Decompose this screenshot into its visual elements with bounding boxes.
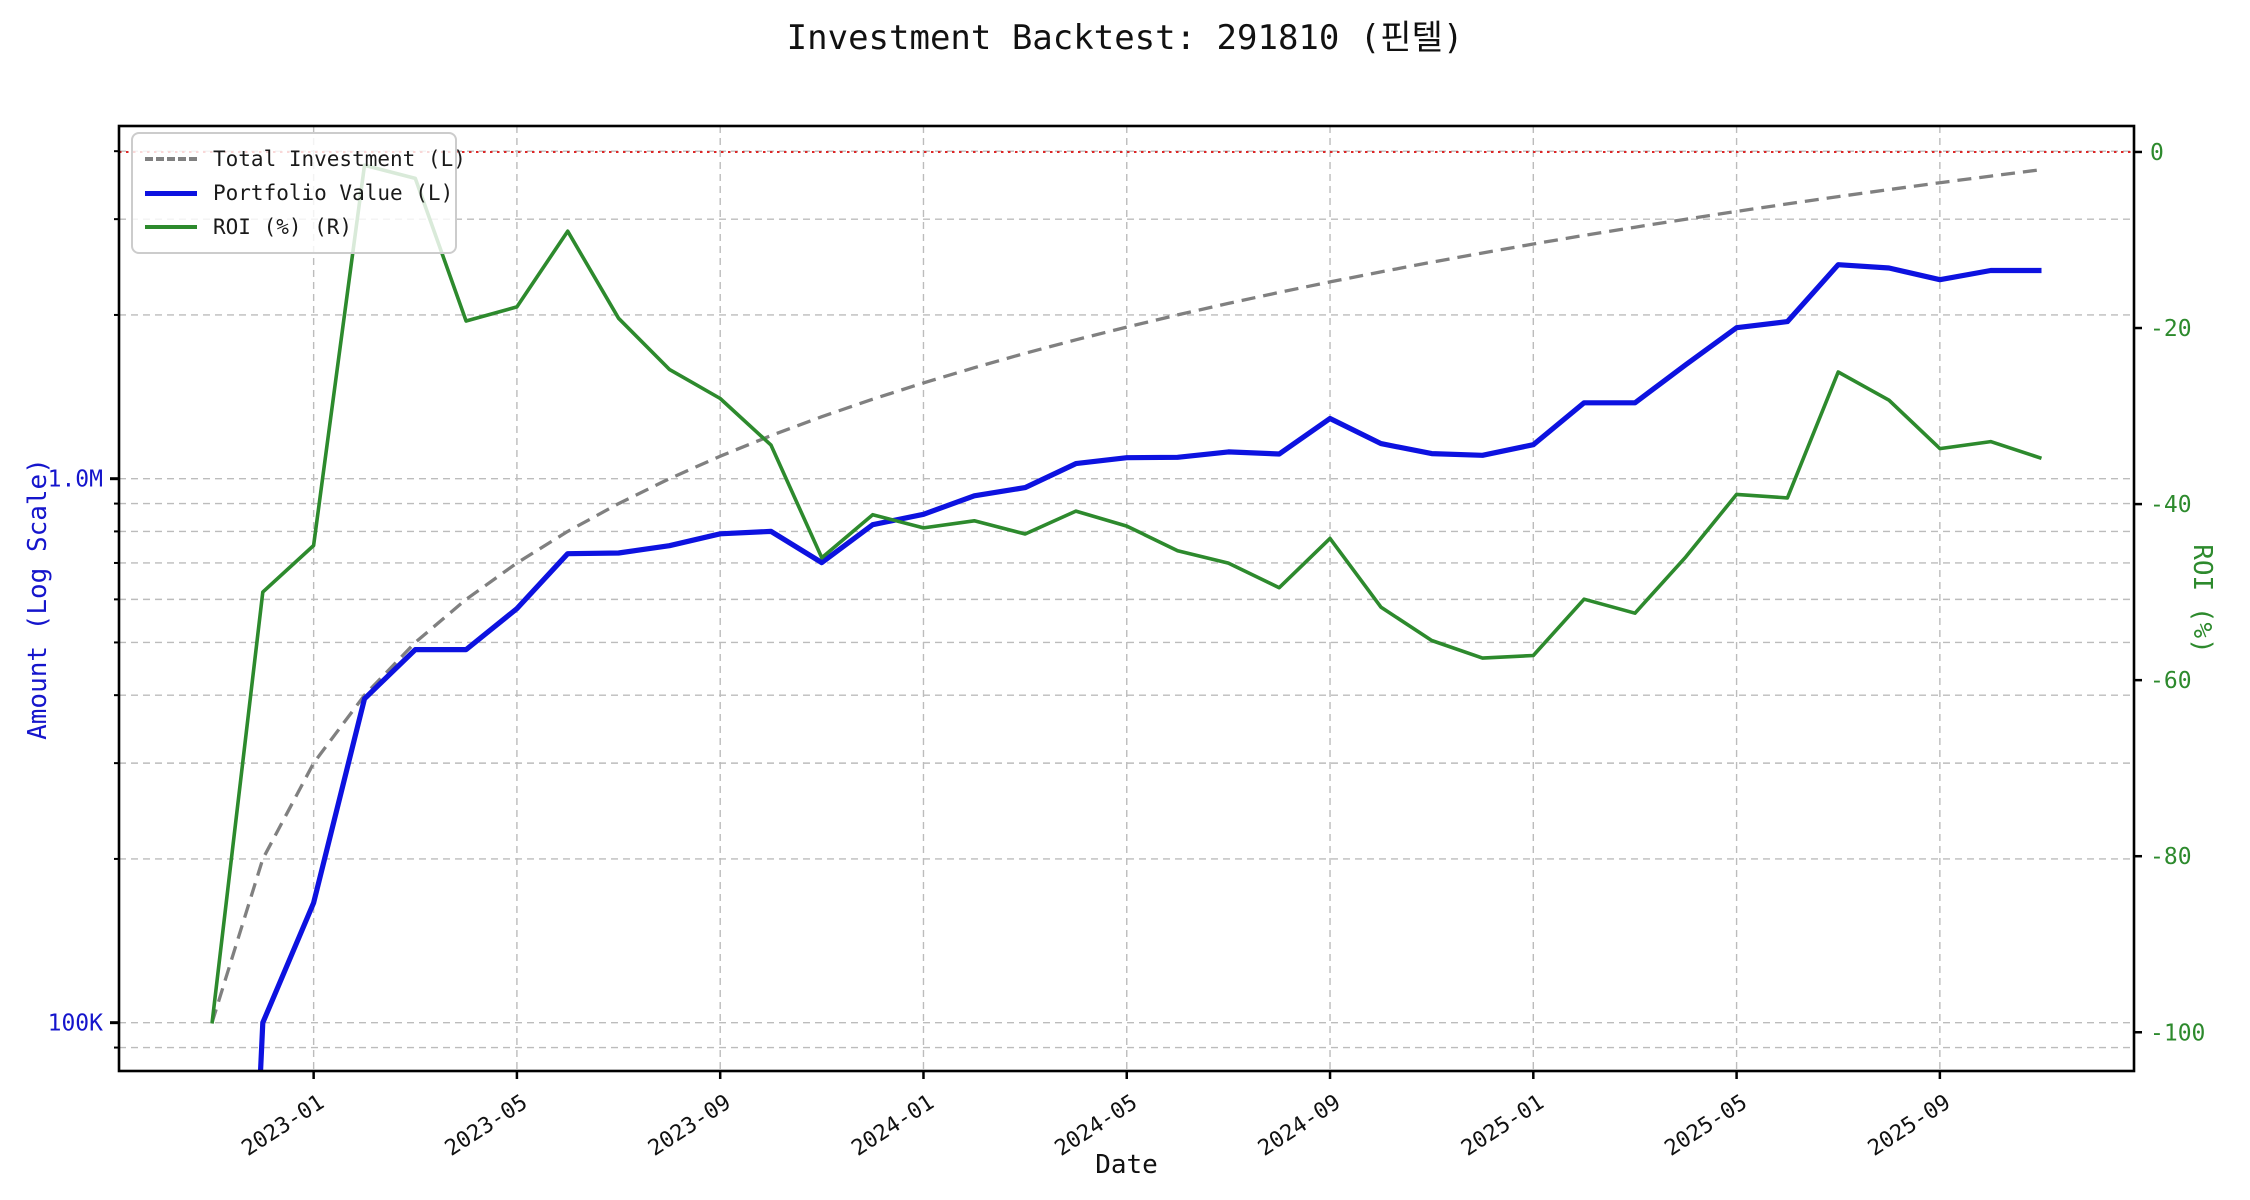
y-axis-right-label: ROI (%) [2187,544,2217,654]
y-right-tick-label: 0 [2150,140,2164,166]
y-right-tick-label: -80 [2150,844,2192,870]
legend-label: Total Investment (L) [213,147,466,171]
y-right-tick-label: -40 [2150,492,2192,518]
legend-item-portfolio-value: Portfolio Value (L) [145,176,453,210]
y-axis-left-label: Amount (Log Scale) [23,458,53,740]
legend-label: Portfolio Value (L) [213,181,454,205]
legend: Total Investment (L) Portfolio Value (L)… [131,132,466,254]
x-axis-label: Date [1095,1150,1158,1180]
legend-item-roi: ROI (%) (R) [145,210,441,244]
series-portfolio_value [257,262,2042,1071]
chart-title: Investment Backtest: 291810 (핀텔) [786,18,1464,58]
legend-swatch-green-line-icon [145,225,197,229]
y-left-tick-label: 1.0M [48,467,103,493]
legend-label: ROI (%) (R) [213,215,353,239]
legend-swatch-blue-line-icon [145,190,197,196]
y-right-tick-label: -60 [2150,668,2192,694]
y-left-tick-label: 100K [48,1011,104,1037]
legend-item-total-investment: Total Investment (L) [145,142,466,176]
legend-swatch-dashed-line-icon [145,157,197,161]
y-right-tick-label: -100 [2150,1020,2205,1046]
y-right-tick-label: -20 [2150,316,2192,342]
series-roi [210,163,2043,1024]
